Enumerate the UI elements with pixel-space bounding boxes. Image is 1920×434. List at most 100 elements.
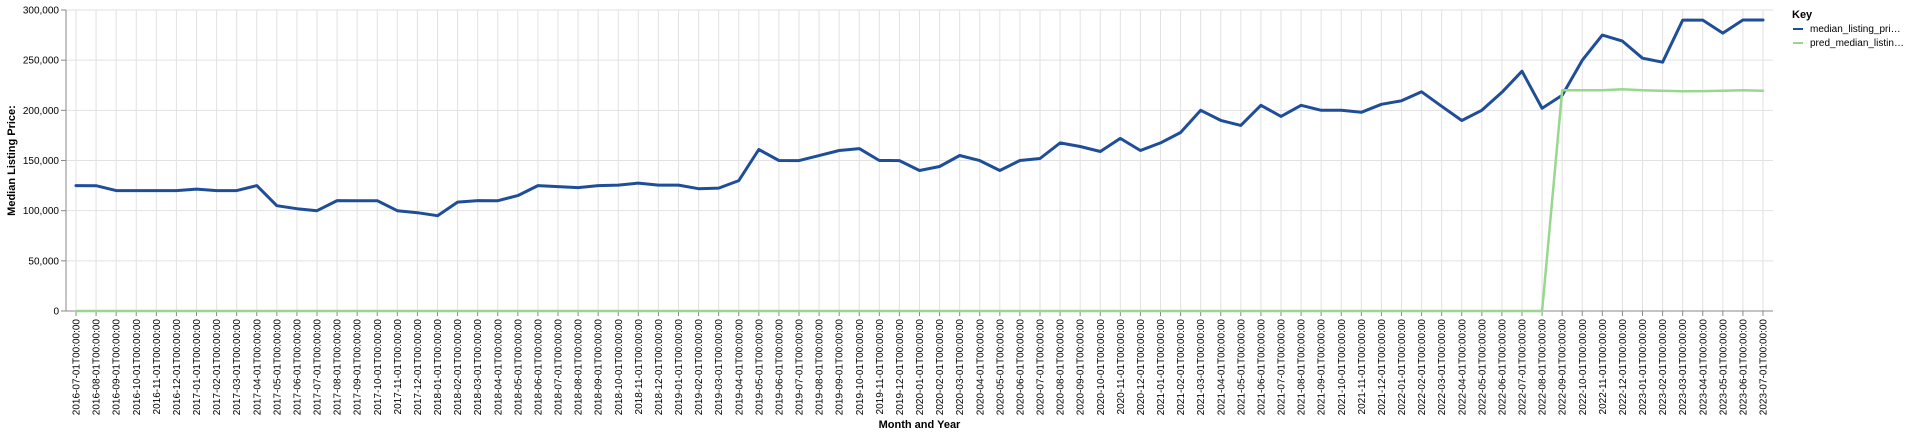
x-axis-ticks: 2016-07-01T00:00:00 2016-08-01T00:00:00 20… (72, 311, 1770, 415)
legend-title: Key (1792, 9, 1813, 21)
x-tick-label: 2022-11-01T00:00:00 (1598, 319, 1609, 415)
x-tick-label: 2016-09-01T00:00:00 (112, 319, 123, 416)
x-tick-label: 2016-10-01T00:00:00 (132, 319, 143, 416)
x-tick-label: 2022-08-01T00:00:00 (1538, 319, 1549, 416)
x-tick-label: 2019-06-01T00:00:00 (774, 319, 785, 416)
x-tick-label: 2021-07-01T00:00:00 (1277, 319, 1288, 416)
y-axis-ticks: 0 50,000 100,000 150,000 200,000 250,000 300,0… (23, 6, 66, 318)
x-tick-label: 2019-02-01T00:00:00 (694, 319, 705, 416)
x-tick-label: 2022-09-01T00:00:00 (1558, 319, 1569, 416)
x-tick-label: 2020-10-01T00:00:00 (1096, 319, 1107, 416)
x-tick-label: 2018-01-01T00:00:00 (433, 319, 444, 416)
x-tick-label: 2019-01-01T00:00:00 (674, 319, 685, 416)
x-tick-label: 2021-10-01T00:00:00 (1337, 319, 1348, 416)
x-tick-label: 2021-03-01T00:00:00 (1196, 319, 1207, 416)
x-tick-label: 2022-10-01T00:00:00 (1578, 319, 1589, 416)
x-tick-label: 2022-01-01T00:00:00 (1397, 319, 1408, 416)
x-tick-label: 2019-10-01T00:00:00 (855, 319, 866, 416)
x-tick-label: 2020-01-01T00:00:00 (915, 319, 926, 416)
x-tick-label: 2020-09-01T00:00:00 (1076, 319, 1087, 416)
x-tick-label: 2018-07-01T00:00:00 (554, 319, 565, 416)
x-tick-label: 2019-11-01T00:00:00 (875, 319, 886, 415)
x-tick-label: 2023-01-01T00:00:00 (1638, 319, 1649, 416)
x-tick-label: 2017-10-01T00:00:00 (373, 319, 384, 416)
x-tick-label: 2022-04-01T00:00:00 (1457, 319, 1468, 416)
x-tick-label: 2022-02-01T00:00:00 (1417, 319, 1428, 416)
x-tick-label: 2019-03-01T00:00:00 (714, 319, 725, 416)
series-line-1 (74, 18, 1765, 218)
x-tick-label: 2018-04-01T00:00:00 (493, 319, 504, 416)
x-tick-label: 2017-05-01T00:00:00 (272, 319, 283, 416)
x-tick-label: 2018-06-01T00:00:00 (533, 319, 544, 416)
x-tick-label: 2021-08-01T00:00:00 (1297, 319, 1308, 416)
x-tick-label: 2020-02-01T00:00:00 (935, 319, 946, 416)
x-tick-label: 2017-02-01T00:00:00 (212, 319, 223, 416)
x-tick-label: 2019-04-01T00:00:00 (734, 319, 745, 416)
x-tick-label: 2018-03-01T00:00:00 (473, 319, 484, 416)
x-tick-label: 2023-02-01T00:00:00 (1658, 319, 1669, 416)
grid-lines (66, 9, 1773, 312)
x-tick-label: 2017-08-01T00:00:00 (333, 319, 344, 416)
x-tick-label: 2020-03-01T00:00:00 (955, 319, 966, 416)
x-tick-label: 2020-11-01T00:00:00 (1116, 319, 1127, 415)
x-tick-label: 2018-08-01T00:00:00 (574, 319, 585, 416)
x-tick-label: 2020-04-01T00:00:00 (975, 319, 986, 416)
x-tick-label: 2022-06-01T00:00:00 (1497, 319, 1508, 416)
x-tick-label: 2022-03-01T00:00:00 (1437, 319, 1448, 416)
legend-label: pred_median_listin… (1810, 38, 1904, 49)
x-tick-label: 2021-04-01T00:00:00 (1216, 319, 1227, 416)
x-tick-label: 2020-12-01T00:00:00 (1136, 319, 1147, 416)
x-tick-label: 2019-07-01T00:00:00 (795, 319, 806, 416)
y-tick-label: 250,000 (23, 56, 60, 67)
x-tick-label: 2019-09-01T00:00:00 (835, 319, 846, 416)
y-tick-label: 0 (53, 307, 59, 318)
x-axis-title: Month and Year (879, 419, 961, 431)
y-tick-label: 150,000 (23, 156, 60, 167)
x-tick-label: 2017-09-01T00:00:00 (353, 319, 364, 416)
x-tick-label: 2017-06-01T00:00:00 (292, 319, 303, 416)
x-tick-label: 2022-12-01T00:00:00 (1618, 319, 1629, 416)
x-tick-label: 2018-12-01T00:00:00 (654, 319, 665, 416)
x-tick-label: 2017-03-01T00:00:00 (232, 319, 243, 416)
x-tick-label: 2023-06-01T00:00:00 (1738, 319, 1749, 416)
y-axis-title: Median Listing Price: (6, 105, 18, 216)
series-lines (74, 18, 1765, 313)
x-tick-label: 2020-06-01T00:00:00 (1015, 319, 1026, 416)
x-tick-label: 2021-06-01T00:00:00 (1256, 319, 1267, 416)
series-line-2 (74, 88, 1765, 313)
x-tick-label: 2021-12-01T00:00:00 (1377, 319, 1388, 416)
x-tick-label: 2023-04-01T00:00:00 (1698, 319, 1709, 416)
x-tick-label: 2018-11-01T00:00:00 (634, 319, 645, 415)
x-tick-label: 2023-03-01T00:00:00 (1678, 319, 1689, 416)
x-tick-label: 2017-12-01T00:00:00 (413, 319, 424, 416)
x-tick-label: 2018-05-01T00:00:00 (513, 319, 524, 416)
x-tick-label: 2021-01-01T00:00:00 (1156, 319, 1167, 416)
x-tick-label: 2017-01-01T00:00:00 (192, 319, 203, 416)
x-tick-label: 2016-12-01T00:00:00 (172, 319, 183, 416)
y-tick-label: 300,000 (23, 6, 60, 17)
x-tick-label: 2018-10-01T00:00:00 (614, 319, 625, 416)
y-tick-label: 50,000 (28, 256, 59, 267)
x-tick-label: 2023-05-01T00:00:00 (1718, 319, 1729, 416)
x-tick-label: 2018-02-01T00:00:00 (453, 319, 464, 416)
x-tick-label: 2016-07-01T00:00:00 (72, 319, 83, 416)
x-tick-label: 2020-07-01T00:00:00 (1036, 319, 1047, 416)
x-tick-label: 2017-04-01T00:00:00 (252, 319, 263, 416)
x-tick-label: 2021-02-01T00:00:00 (1176, 319, 1187, 416)
x-tick-label: 2021-09-01T00:00:00 (1317, 319, 1328, 416)
x-tick-label: 2021-11-01T00:00:00 (1357, 319, 1368, 415)
x-tick-label: 2021-05-01T00:00:00 (1236, 319, 1247, 416)
x-tick-label: 2018-09-01T00:00:00 (594, 319, 605, 416)
x-tick-label: 2020-05-01T00:00:00 (995, 319, 1006, 416)
x-tick-label: 2023-07-01T00:00:00 (1759, 319, 1770, 416)
x-tick-label: 2017-07-01T00:00:00 (313, 319, 324, 416)
x-tick-label: 2022-07-01T00:00:00 (1518, 319, 1529, 416)
x-tick-label: 2017-11-01T00:00:00 (393, 319, 404, 415)
x-tick-label: 2019-08-01T00:00:00 (815, 319, 826, 416)
x-tick-label: 2016-11-01T00:00:00 (152, 319, 163, 415)
x-tick-label: 2020-08-01T00:00:00 (1056, 319, 1067, 416)
legend: Key median_listing_pri… pred_median_listi… (1792, 9, 1904, 49)
x-tick-label: 2022-05-01T00:00:00 (1477, 319, 1488, 416)
x-tick-label: 2019-05-01T00:00:00 (754, 319, 765, 416)
